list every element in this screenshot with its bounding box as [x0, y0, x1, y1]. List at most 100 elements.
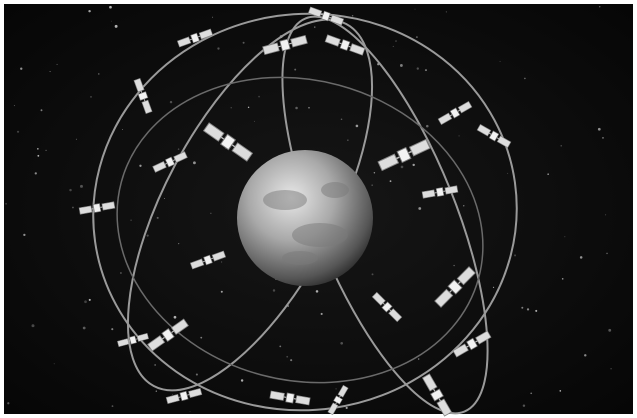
star [258, 95, 260, 98]
star [347, 139, 349, 141]
cloud [321, 182, 349, 198]
star [355, 124, 359, 128]
cloud [282, 251, 318, 265]
star [69, 188, 72, 192]
star [5, 202, 7, 205]
star [122, 129, 123, 130]
star [109, 5, 112, 9]
star [16, 130, 20, 133]
star [82, 326, 86, 330]
star [524, 77, 526, 80]
star [111, 328, 114, 331]
star [156, 216, 159, 219]
star [392, 45, 394, 47]
star [463, 205, 465, 207]
star [31, 324, 35, 328]
star [20, 67, 23, 70]
star [315, 290, 319, 293]
cloud [292, 223, 348, 247]
star [139, 164, 142, 167]
star [49, 71, 51, 73]
star [414, 8, 416, 10]
star [584, 354, 587, 357]
earth [237, 150, 373, 286]
earth-clouds [263, 182, 349, 265]
star [458, 135, 460, 137]
star [335, 388, 337, 390]
star [13, 105, 15, 107]
star [415, 36, 418, 39]
star [23, 233, 26, 237]
star [210, 212, 212, 214]
orbit [116, 76, 484, 384]
star [535, 309, 538, 312]
star [154, 364, 157, 366]
star [371, 184, 373, 186]
star [130, 219, 132, 221]
star [286, 355, 289, 358]
star [7, 402, 10, 405]
star [242, 41, 245, 44]
star [320, 312, 323, 316]
star [75, 138, 77, 140]
star [272, 289, 276, 292]
star [177, 148, 180, 150]
star [373, 172, 376, 174]
star [34, 172, 37, 175]
star [314, 26, 316, 28]
star [72, 206, 74, 209]
star [418, 358, 420, 360]
star [37, 154, 40, 157]
star [155, 390, 157, 392]
star [220, 290, 223, 293]
star [340, 118, 343, 121]
star [169, 100, 173, 104]
star [240, 379, 244, 382]
star [120, 272, 122, 274]
star [507, 172, 509, 174]
star [602, 137, 604, 139]
star [195, 373, 198, 376]
star [90, 95, 92, 98]
star [424, 69, 427, 72]
star [163, 197, 165, 199]
star [522, 404, 526, 407]
star [56, 63, 58, 65]
star [200, 336, 203, 339]
star [178, 243, 180, 245]
star [499, 60, 501, 63]
star [492, 286, 495, 288]
star [53, 363, 55, 365]
star [189, 411, 191, 412]
star [98, 73, 100, 75]
star [389, 180, 392, 183]
star [290, 359, 293, 362]
star [146, 234, 149, 237]
star [37, 148, 39, 150]
star [514, 254, 517, 257]
star [308, 106, 310, 109]
star [605, 214, 607, 216]
star [84, 300, 87, 304]
star [172, 393, 174, 395]
star [371, 273, 374, 276]
star [351, 15, 354, 17]
star [221, 261, 223, 263]
star [193, 161, 196, 165]
star [526, 308, 530, 311]
star [564, 236, 566, 238]
star [80, 184, 83, 188]
star [279, 345, 282, 348]
star [247, 106, 250, 109]
star [254, 120, 255, 122]
star [608, 328, 612, 332]
star [530, 392, 533, 395]
star [217, 47, 220, 50]
star [395, 40, 397, 42]
star [111, 405, 114, 408]
star [400, 165, 404, 169]
star [418, 207, 422, 210]
star [399, 64, 403, 67]
